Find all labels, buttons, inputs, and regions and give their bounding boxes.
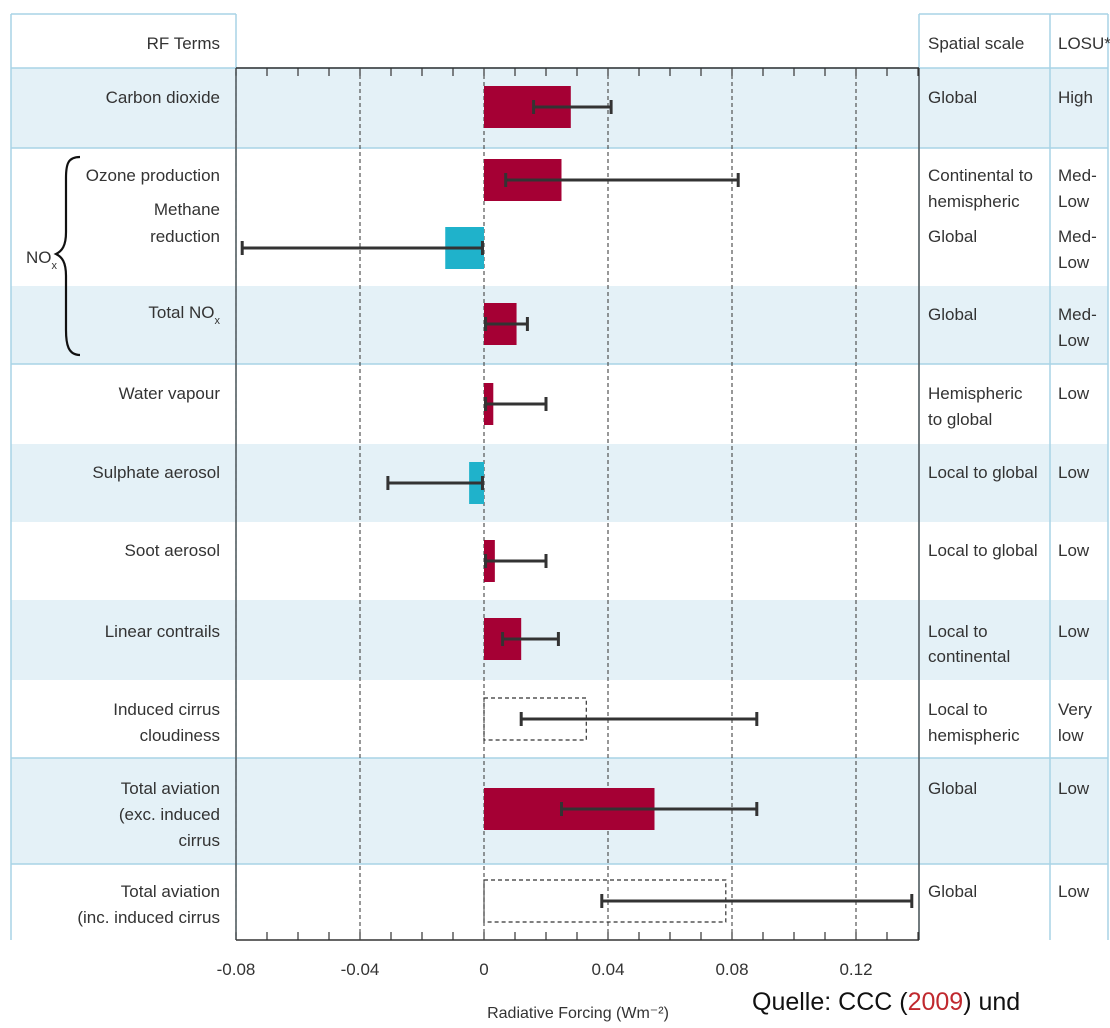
losu-cell: Low	[1058, 253, 1090, 272]
spatial-scale-cell: Local to global	[928, 463, 1038, 482]
row-label: Ozone production	[86, 166, 220, 185]
spatial-scale-cell: Global	[928, 227, 977, 246]
x-tick-label: 0.08	[715, 960, 748, 979]
spatial-scale-cell: to global	[928, 410, 992, 429]
losu-cell: Low	[1058, 463, 1090, 482]
spatial-scale-cell: Local to	[928, 622, 988, 641]
losu-cell: Low	[1058, 622, 1090, 641]
x-tick-label: 0	[479, 960, 488, 979]
losu-cell: Very	[1058, 700, 1093, 719]
nox-group-label: NOx	[26, 248, 58, 272]
spatial-scale-cell: Global	[928, 882, 977, 901]
losu-header: LOSU*	[1058, 34, 1110, 53]
row-label: cirrus	[178, 831, 220, 850]
source-year-link[interactable]: 2009	[907, 988, 964, 1016]
losu-cell: low	[1058, 726, 1084, 745]
spatial-scale-cell: Hemispheric	[928, 384, 1023, 403]
row-label: Methane	[154, 200, 220, 219]
row-label: Total aviation	[121, 779, 220, 798]
losu-cell: High	[1058, 88, 1093, 107]
row-label: cloudiness	[140, 726, 220, 745]
row-label: Total NOx	[148, 303, 220, 327]
row-shade	[11, 444, 1108, 522]
source-suffix: ) und	[963, 988, 1021, 1016]
spatial-scale-cell: Local to global	[928, 541, 1038, 560]
row-label: Total aviation	[121, 882, 220, 901]
x-tick-label: -0.08	[217, 960, 256, 979]
losu-cell: Low	[1058, 541, 1090, 560]
spatial-scale-cell: hemispheric	[928, 192, 1020, 211]
spatial-scale-cell: hemispheric	[928, 726, 1020, 745]
x-tick-label: -0.04	[341, 960, 380, 979]
row-label: Carbon dioxide	[106, 88, 220, 107]
losu-cell: Low	[1058, 384, 1090, 403]
spatial-scale-cell: Local to	[928, 700, 988, 719]
nox-brace	[53, 155, 81, 357]
losu-cell: Med-	[1058, 227, 1097, 246]
row-shade	[11, 286, 1108, 364]
losu-cell: Low	[1058, 779, 1090, 798]
x-axis-label: Radiative Forcing (Wm⁻²)	[487, 1005, 669, 1022]
losu-cell: Low	[1058, 882, 1090, 901]
row-label: Induced cirrus	[113, 700, 220, 719]
losu-cell: Low	[1058, 192, 1090, 211]
row-label: Sulphate aerosol	[92, 463, 220, 482]
spatial-scale-header: Spatial scale	[928, 34, 1024, 53]
row-label: (exc. induced	[119, 805, 220, 824]
row-label: Linear contrails	[105, 622, 220, 641]
rf-terms-header: RF Terms	[147, 34, 220, 53]
source-prefix: Quelle: CCC (	[752, 988, 908, 1016]
spatial-scale-cell: Continental to	[928, 166, 1033, 185]
losu-cell: Med-	[1058, 166, 1097, 185]
row-label: Soot aerosol	[125, 541, 220, 560]
row-label: (inc. induced cirrus	[77, 908, 220, 927]
losu-cell: Med-	[1058, 305, 1097, 324]
row-label: Water vapour	[119, 384, 221, 403]
spatial-scale-cell: Global	[928, 305, 977, 324]
source-note: Quelle: CCC (2009) und	[752, 988, 1020, 1017]
spatial-scale-cell: Global	[928, 88, 977, 107]
spatial-scale-cell: continental	[928, 647, 1010, 666]
losu-cell: Low	[1058, 331, 1090, 350]
row-label: reduction	[150, 227, 220, 246]
bar	[483, 697, 587, 741]
x-tick-label: 0.04	[591, 960, 624, 979]
spatial-scale-cell: Global	[928, 779, 977, 798]
x-tick-label: 0.12	[839, 960, 872, 979]
